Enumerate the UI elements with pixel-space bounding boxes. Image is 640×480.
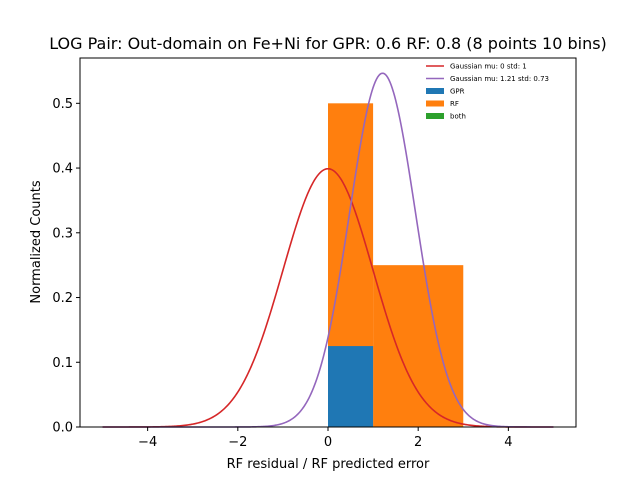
legend-label: Gaussian mu: 0 std: 1 [450, 63, 527, 71]
x-tick-label: −2 [228, 435, 247, 450]
y-tick-label: 0.5 [52, 97, 73, 112]
gaussian-curve-0 [102, 167, 554, 428]
y-axis-label: Normalized Counts [29, 180, 44, 303]
chart-title: LOG Pair: Out-domain on Fe+Ni for GPR: 0… [49, 34, 607, 53]
bar-rf-1 [373, 265, 464, 427]
x-tick-label: 4 [504, 435, 512, 450]
plot-area: −4 −2 0 2 4 0.0 0.1 0.2 0.3 0.4 0.5 [52, 57, 577, 450]
legend-label: RF [450, 100, 459, 108]
x-tick-label: 0 [324, 435, 332, 450]
y-tick-label: 0.2 [52, 291, 73, 306]
legend-label: both [450, 113, 466, 121]
legend-label: GPR [450, 88, 465, 96]
legend-swatch-patch [426, 88, 444, 94]
legend: Gaussian mu: 0 std: 1 Gaussian mu: 1.21 s… [426, 63, 549, 121]
y-tick-label: 0.0 [52, 421, 73, 436]
x-axis-label: RF residual / RF predicted error [227, 457, 430, 472]
x-tick-label: −4 [138, 435, 157, 450]
x-tick-label: 2 [414, 435, 422, 450]
bar-gpr-0 [328, 346, 374, 427]
y-tick-label: 0.1 [52, 356, 73, 371]
y-tick-label: 0.4 [52, 162, 73, 177]
y-tick-label: 0.3 [52, 226, 73, 241]
legend-label: Gaussian mu: 1.21 std: 0.73 [450, 75, 549, 83]
legend-swatch-patch [426, 113, 444, 119]
legend-swatch-patch [426, 100, 444, 107]
